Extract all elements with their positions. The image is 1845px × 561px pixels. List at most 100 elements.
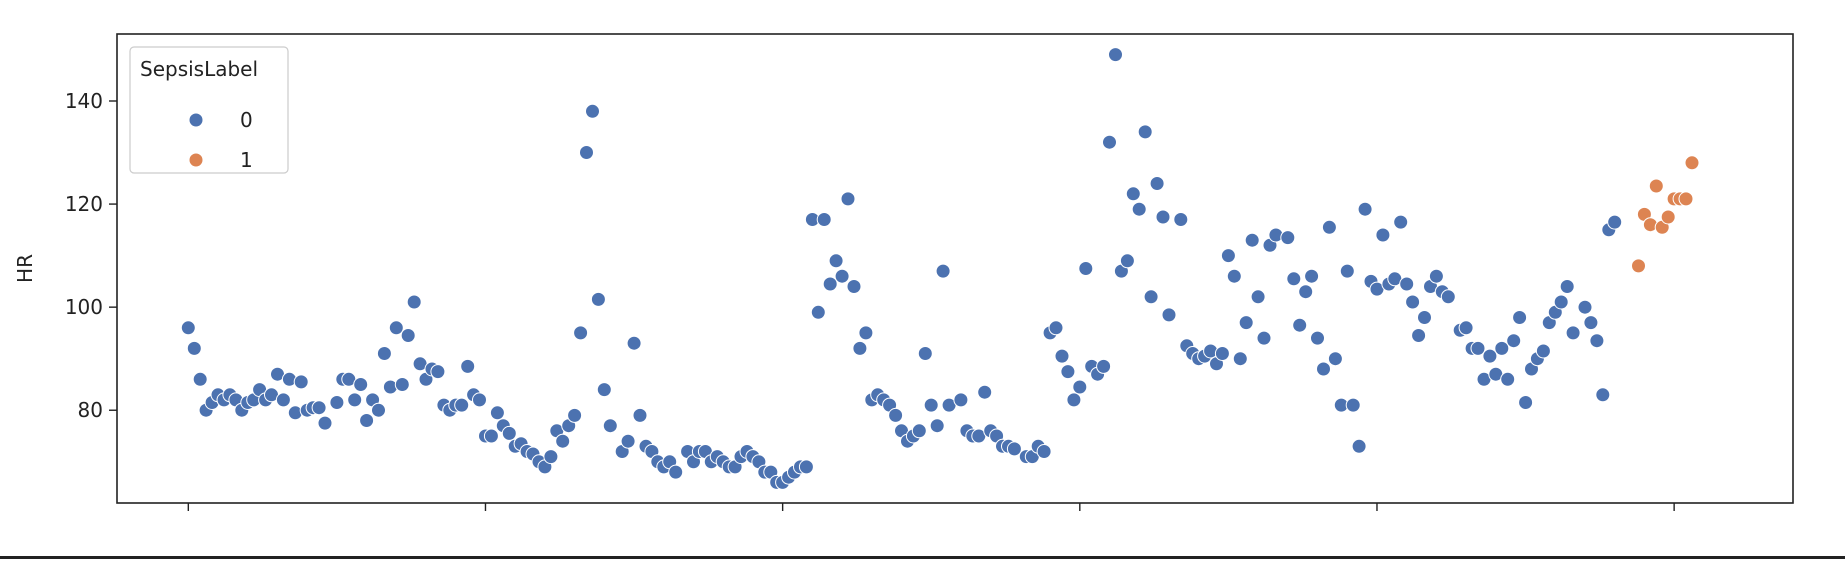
data-point-series-0-0 [180, 320, 196, 336]
data-point-series-0-154 [1125, 186, 1141, 202]
data-point-series-0-198 [1399, 276, 1415, 292]
legend-label-0: 0 [240, 108, 253, 132]
data-point-series-0-104 [816, 212, 832, 227]
legend-box [129, 46, 289, 174]
data-point-series-0-106 [828, 253, 844, 269]
data-point-series-0-229 [1595, 387, 1611, 403]
data-point-series-0-62 [555, 433, 571, 449]
data-point-series-0-225 [1565, 325, 1581, 341]
data-point-series-0-69 [596, 382, 612, 398]
data-point-series-0-143 [1060, 364, 1076, 380]
legend-entries: 01 [188, 108, 253, 172]
data-point-series-0-173 [1244, 232, 1260, 248]
data-point-series-0-19 [293, 374, 309, 390]
data-point-series-0-168 [1214, 346, 1230, 361]
points-layer [180, 47, 1700, 490]
data-point-series-0-73 [626, 335, 642, 351]
data-point-series-0-27 [347, 392, 363, 408]
data-point-series-0-161 [1173, 212, 1189, 227]
data-point-series-0-180 [1292, 317, 1308, 333]
data-point-series-0-205 [1440, 289, 1456, 305]
data-point-series-0-130 [977, 384, 993, 400]
y-axis-label: HR [13, 254, 37, 283]
y-axis: 80 100 120 140 [65, 89, 117, 422]
data-point-series-0-72 [620, 433, 636, 449]
data-point-series-0-174 [1250, 289, 1266, 305]
data-point-series-0-199 [1405, 294, 1421, 310]
data-point-series-0-186 [1327, 351, 1343, 367]
data-point-series-0-74 [632, 407, 648, 423]
data-point-series-0-60 [543, 449, 559, 465]
data-point-series-0-111 [858, 325, 874, 341]
data-point-series-1-3 [1648, 178, 1664, 194]
data-point-series-0-23 [317, 415, 333, 431]
data-point-series-0-227 [1583, 315, 1599, 331]
data-point-series-0-183 [1310, 330, 1325, 346]
data-point-series-0-171 [1232, 351, 1248, 367]
data-point-series-0-172 [1238, 315, 1254, 331]
bottom-divider [0, 556, 1845, 559]
data-point-series-0-66 [579, 145, 594, 160]
data-point-series-0-223 [1553, 294, 1569, 310]
data-point-series-0-108 [840, 191, 856, 207]
data-point-series-0-231 [1607, 214, 1623, 230]
data-point-series-0-120 [911, 423, 927, 439]
data-point-series-0-191 [1357, 201, 1373, 217]
data-point-series-0-123 [929, 418, 945, 434]
data-point-series-0-67 [585, 103, 600, 119]
data-point-series-0-45 [454, 397, 470, 413]
data-point-series-0-194 [1375, 227, 1391, 243]
data-point-series-0-216 [1512, 310, 1528, 325]
data-point-series-0-65 [573, 325, 589, 341]
data-point-series-0-224 [1559, 279, 1575, 294]
data-point-series-0-41 [430, 364, 446, 380]
legend: SepsisLabel 01 [129, 46, 289, 174]
data-point-series-0-220 [1535, 343, 1551, 359]
data-point-series-0-124 [935, 263, 951, 279]
data-point-series-0-46 [460, 358, 476, 374]
data-point-series-0-145 [1072, 379, 1088, 395]
data-point-series-0-189 [1345, 397, 1361, 413]
data-point-series-0-122 [923, 397, 939, 413]
data-point-series-0-126 [953, 392, 969, 408]
x-axis [187, 503, 1675, 511]
data-point-series-0-159 [1155, 209, 1171, 225]
data-point-series-0-215 [1506, 333, 1522, 349]
y-tick-label: 80 [78, 398, 103, 422]
data-point-series-1-9 [1684, 155, 1700, 171]
data-point-series-0-209 [1470, 340, 1486, 356]
data-point-series-0-107 [834, 268, 850, 284]
legend-label-1: 1 [240, 148, 253, 172]
data-point-series-0-157 [1143, 289, 1159, 305]
data-point-series-0-109 [846, 279, 862, 294]
data-point-series-0-197 [1393, 214, 1409, 230]
data-point-series-0-228 [1589, 333, 1605, 349]
data-point-series-0-149 [1096, 358, 1112, 374]
data-point-series-0-34 [388, 320, 404, 336]
data-point-series-0-188 [1339, 263, 1355, 279]
data-point-series-0-103 [810, 304, 826, 320]
data-point-series-0-169 [1220, 248, 1236, 264]
plot-frame [116, 33, 1794, 504]
data-point-series-0-155 [1131, 201, 1147, 217]
data-point-series-0-214 [1500, 371, 1516, 387]
data-point-series-0-53 [501, 425, 517, 441]
data-point-series-0-160 [1161, 307, 1177, 323]
data-point-series-0-121 [917, 346, 933, 361]
data-point-series-0-2 [192, 371, 208, 387]
data-point-series-0-150 [1102, 134, 1117, 150]
data-point-series-0-110 [852, 340, 868, 356]
data-point-series-0-178 [1280, 230, 1296, 246]
data-point-series-0-184 [1316, 361, 1331, 377]
data-point-series-0-144 [1066, 392, 1082, 408]
data-point-series-1-5 [1660, 209, 1676, 225]
data-point-series-0-207 [1458, 320, 1474, 336]
data-point-series-0-203 [1428, 268, 1444, 284]
data-point-series-0-35 [394, 377, 410, 392]
data-point-series-0-22 [311, 400, 327, 416]
data-point-series-0-146 [1078, 261, 1094, 276]
data-point-series-1-0 [1631, 258, 1646, 274]
data-point-series-0-200 [1411, 328, 1427, 343]
data-point-series-0-51 [489, 405, 505, 421]
